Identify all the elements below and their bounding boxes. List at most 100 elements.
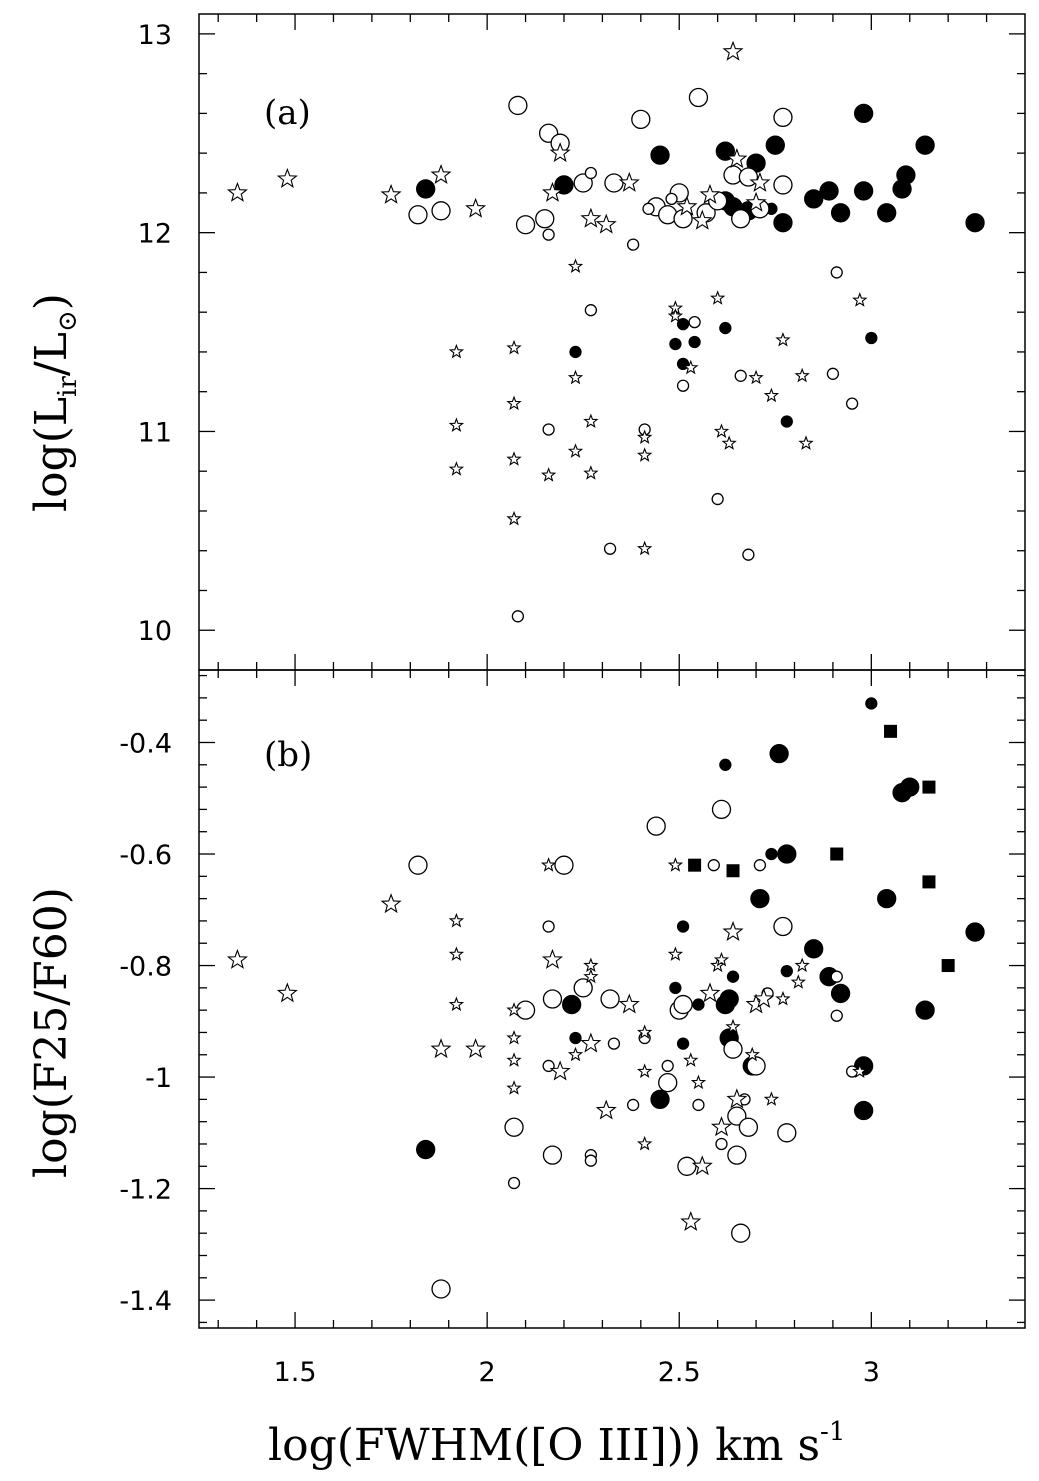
data-point-filled-square: [922, 875, 936, 889]
data-point-open-circle: [408, 855, 428, 875]
data-point-star: [541, 181, 563, 202]
data-point-open-circle: [688, 315, 701, 329]
x-tick-label: 2.5: [658, 1357, 701, 1388]
panel-a-label: (a): [264, 93, 311, 133]
data-point-open-circle: [723, 1039, 743, 1059]
data-point-filled-circle: [780, 964, 793, 978]
data-point-star: [448, 996, 465, 1012]
points-layer: [226, 40, 985, 1299]
data-point-filled-circle: [669, 337, 682, 351]
data-point-filled-circle: [865, 331, 878, 345]
data-point-open-circle: [507, 1176, 521, 1190]
data-point-open-circle: [734, 369, 747, 382]
data-point-open-circle: [731, 209, 751, 229]
data-point-open-circle: [661, 1059, 674, 1073]
panel-b-y-tick-label: -1.4: [119, 1286, 172, 1317]
data-point-star: [506, 451, 522, 466]
data-point-star: [567, 443, 584, 458]
data-point-star: [667, 857, 684, 872]
data-point-star: [745, 191, 767, 212]
panel-a-ylabel-sun: ⊙: [53, 310, 83, 332]
panel-a-y-tick-label: 11: [138, 417, 172, 448]
data-point-filled-circle: [569, 345, 582, 359]
data-point-open-circle: [584, 304, 598, 317]
data-point-filled-circle: [726, 970, 740, 983]
data-point-star: [506, 1052, 522, 1067]
data-point-star: [680, 1210, 702, 1232]
data-point-star: [549, 1060, 571, 1081]
data-point-filled-circle: [780, 415, 793, 428]
data-point-open-circle: [584, 1154, 598, 1167]
data-point-open-circle: [626, 238, 640, 251]
data-point-filled-circle: [719, 758, 732, 771]
data-point-open-circle: [554, 855, 574, 875]
panel-b-y-tick-label: -0.4: [119, 728, 172, 759]
data-point-star: [448, 461, 465, 476]
data-point-filled-circle: [416, 179, 436, 199]
data-point-open-circle: [600, 989, 620, 1009]
data-point-filled-circle: [750, 888, 770, 909]
data-point-open-circle: [676, 379, 690, 392]
data-point-open-circle: [830, 970, 843, 983]
data-point-star: [699, 982, 721, 1003]
data-point-filled-square: [688, 858, 702, 872]
data-point-filled-circle: [719, 321, 732, 335]
data-point-star: [506, 1002, 522, 1017]
data-point-open-circle: [773, 916, 793, 937]
data-point-star: [448, 417, 465, 433]
panel-a-ylabel-main: log(L: [26, 397, 77, 512]
data-point-open-circle: [777, 1123, 797, 1143]
data-point-filled-circle: [830, 203, 851, 223]
data-point-star: [713, 951, 730, 967]
data-point-star: [595, 1099, 617, 1120]
data-point-star: [567, 369, 584, 385]
data-point-star: [722, 40, 744, 61]
data-point-filled-circle: [804, 939, 824, 959]
x-tick-label: 2: [479, 1357, 496, 1388]
data-point-filled-circle: [877, 888, 897, 909]
data-point-star: [448, 912, 465, 928]
data-point-filled-circle: [853, 103, 874, 124]
data-point-star: [722, 921, 744, 942]
data-point-open-circle: [711, 799, 732, 820]
data-point-star: [691, 1155, 713, 1176]
data-point-filled-circle: [865, 697, 878, 710]
data-point-star: [583, 465, 599, 480]
data-point-open-circle: [658, 1072, 678, 1093]
data-point-open-circle: [542, 920, 555, 933]
data-point-star: [541, 948, 563, 969]
data-point-star: [583, 968, 599, 984]
panel-b-y-tick-label: -0.8: [119, 952, 172, 983]
data-point-filled-circle: [853, 181, 874, 201]
data-point-star: [726, 1088, 748, 1109]
data-point-open-circle: [535, 209, 555, 229]
data-point-star: [567, 1046, 584, 1062]
data-point-open-circle: [542, 228, 555, 241]
data-point-filled-square: [726, 864, 740, 878]
data-point-star: [794, 957, 810, 973]
data-point-filled-circle: [915, 135, 935, 155]
data-point-open-circle: [711, 492, 724, 506]
data-point-star: [506, 395, 522, 411]
data-point-star: [749, 171, 771, 192]
data-point-star: [636, 1063, 653, 1079]
data-point-open-circle: [607, 1037, 621, 1050]
data-point-star: [683, 359, 699, 375]
panel-b-y-tick-label: -1: [145, 1063, 172, 1094]
data-point-open-circle: [673, 994, 693, 1015]
data-point-open-circle: [515, 215, 536, 235]
data-point-open-circle: [830, 1009, 843, 1022]
data-point-filled-circle: [769, 743, 789, 764]
data-point-star: [226, 181, 248, 202]
data-point-open-circle: [542, 989, 563, 1009]
data-point-star: [583, 413, 599, 429]
x-axis-title: log(FWHM([O III])) km s-1: [268, 1417, 845, 1471]
data-point-filled-square: [941, 959, 955, 973]
data-point-star: [506, 1029, 522, 1045]
data-point-open-circle: [746, 1056, 766, 1076]
data-point-filled-circle: [830, 983, 851, 1004]
data-point-star: [618, 171, 640, 192]
data-point-filled-circle: [676, 317, 690, 331]
data-point-star: [699, 183, 721, 204]
data-point-filled-circle: [569, 1031, 582, 1045]
